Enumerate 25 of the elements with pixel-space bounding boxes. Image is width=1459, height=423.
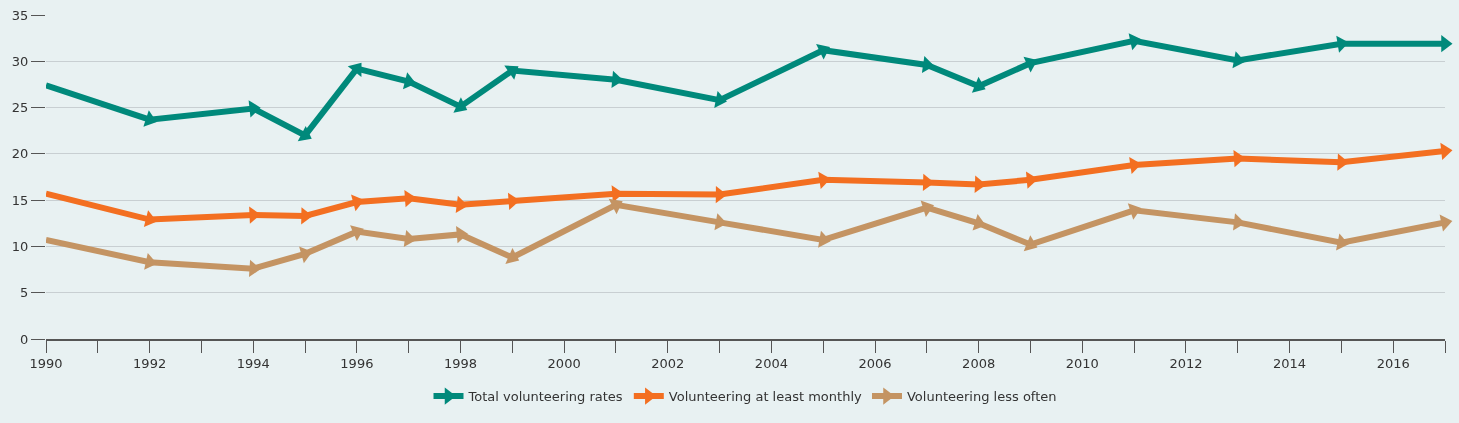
x-tick-label: 1992 [133, 356, 167, 372]
x-tick-label: 2010 [1065, 356, 1099, 372]
x-tick-label: 1990 [29, 356, 63, 372]
y-tick-label: 35 [11, 7, 29, 23]
x-tick-label: 2008 [962, 356, 996, 372]
x-tick-label: 2016 [1376, 356, 1410, 372]
x-tick-label: 2014 [1273, 356, 1307, 372]
y-tick-label: 5 [20, 285, 29, 301]
x-tick-label: 1994 [236, 356, 270, 372]
x-tick-label: 1996 [340, 356, 374, 372]
x-tick-label: 2002 [651, 356, 685, 372]
x-tick-label: 2000 [547, 356, 581, 372]
legend-label: Volunteering less often [906, 389, 1057, 405]
x-tick-label: 2004 [754, 356, 788, 372]
y-tick-label: 20 [11, 146, 29, 162]
y-tick-label: 25 [11, 100, 29, 116]
x-tick-label: 1998 [443, 356, 478, 372]
y-tick-label: 15 [11, 192, 29, 208]
x-tick-label: 2012 [1169, 356, 1203, 372]
y-tick-label: 30 [11, 53, 29, 69]
y-tick-label: 10 [11, 238, 29, 254]
legend-label: Volunteering at least monthly [668, 389, 862, 405]
legend-label: Total volunteering rates [467, 389, 623, 405]
x-tick-label: 2006 [858, 356, 892, 372]
y-tick-label: 0 [20, 331, 29, 347]
